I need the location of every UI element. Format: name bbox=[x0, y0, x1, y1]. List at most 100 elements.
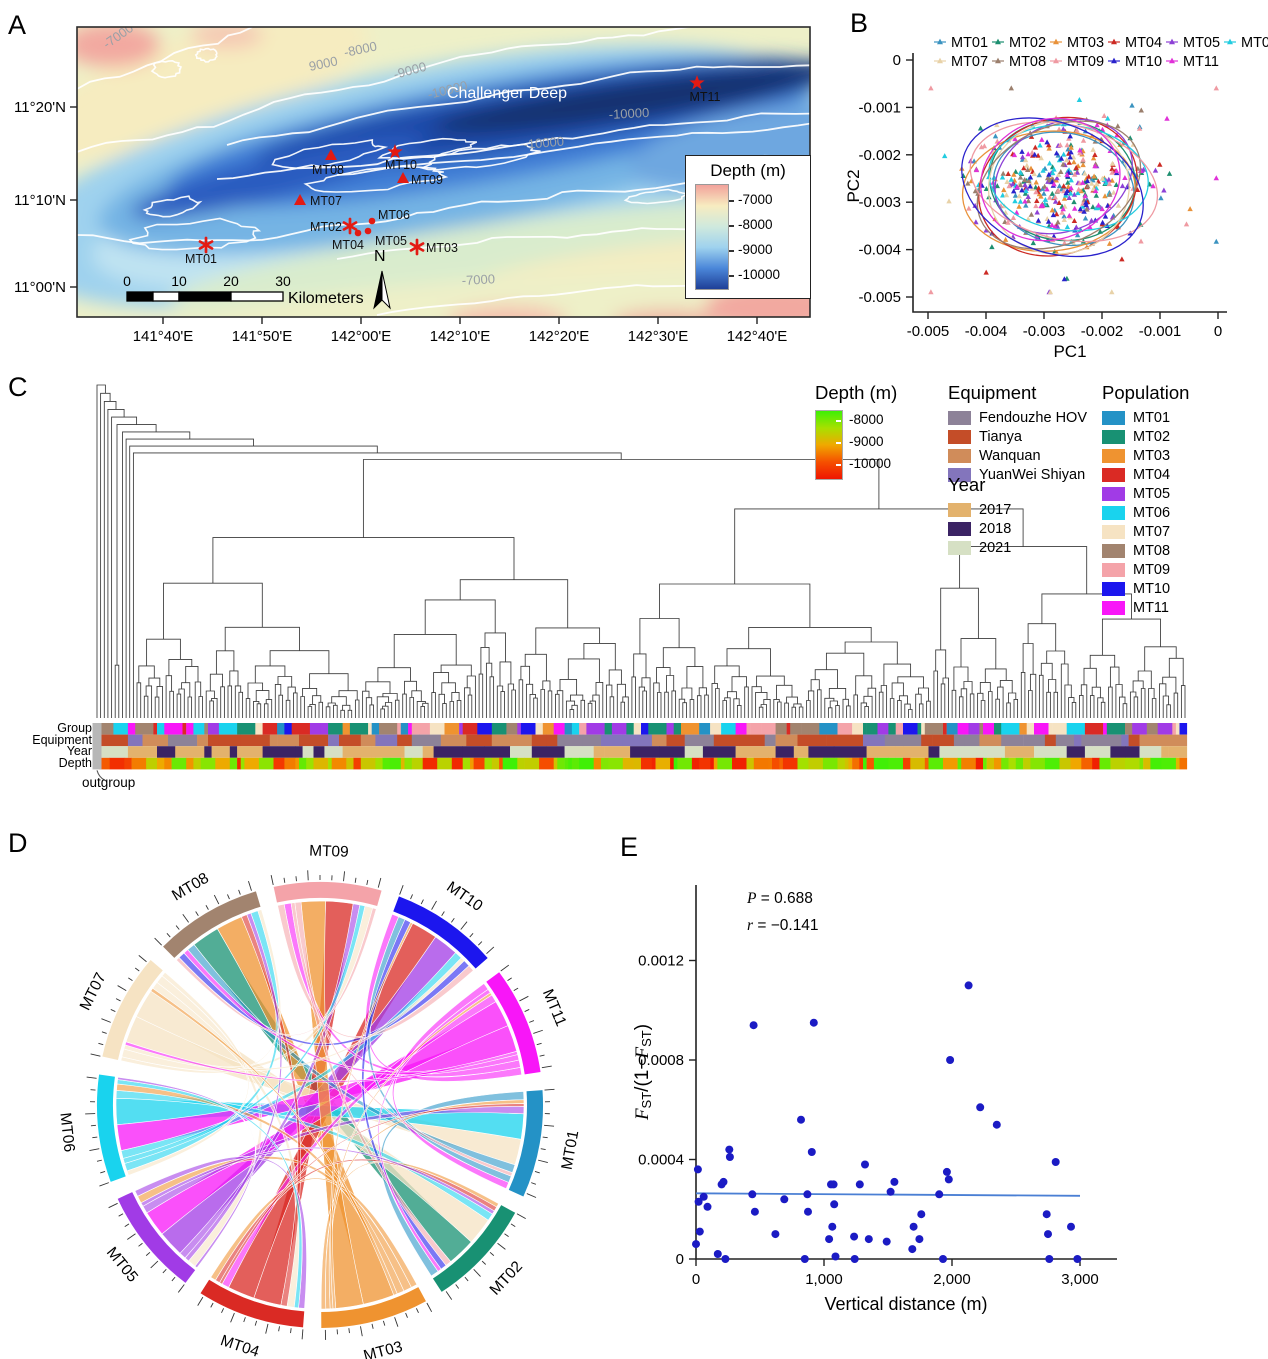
map-scale-tick: 0 bbox=[123, 273, 131, 289]
dendro-row-label-group: Group bbox=[57, 721, 92, 735]
chord-sector-label: MT11 bbox=[539, 987, 569, 1029]
dendro-depth-legend-title: Depth (m) bbox=[815, 382, 898, 403]
pca-y-tick-label: -0.002 bbox=[858, 147, 901, 164]
dendro-row-label-year: Year bbox=[66, 744, 92, 758]
legend-item: MT09 bbox=[1102, 562, 1189, 578]
fst-x-tick-label: 2,000 bbox=[933, 1271, 971, 1288]
map-depth-tick bbox=[729, 275, 734, 277]
site-label: MT05 bbox=[375, 234, 407, 248]
chord-sector-label: MT05 bbox=[103, 1244, 141, 1286]
year-legend: Year 2017 2018 2021 bbox=[948, 474, 1011, 559]
legend-label: MT11 bbox=[1133, 600, 1169, 616]
legend-swatch bbox=[1102, 544, 1125, 558]
site-marker-dot bbox=[368, 217, 376, 225]
legend-item: 2017 bbox=[948, 502, 1011, 518]
legend-swatch bbox=[948, 541, 971, 555]
map-depth-tick bbox=[729, 200, 734, 202]
panel-label-b: B bbox=[850, 8, 869, 38]
panel-label-d: D bbox=[8, 828, 28, 858]
fst-axes bbox=[695, 885, 1117, 1260]
fst-y-tick-label: 0.0012 bbox=[638, 953, 684, 970]
legend-swatch bbox=[1102, 582, 1125, 596]
fst-p-value: = 0.688 bbox=[756, 890, 813, 907]
map-contour-label: 9000 bbox=[308, 53, 339, 74]
panel-label-c: C bbox=[8, 372, 28, 402]
legend-swatch bbox=[948, 430, 971, 444]
site-marker-dot bbox=[354, 229, 362, 237]
map-x-tick-label: 142°40'E bbox=[727, 328, 788, 345]
legend-swatch bbox=[948, 411, 971, 425]
legend-label: MT03 bbox=[1133, 448, 1171, 464]
map-scale-tick: 20 bbox=[223, 273, 239, 289]
legend-item: MT10 bbox=[1102, 581, 1189, 597]
legend-label: Fendouzhe HOV bbox=[979, 410, 1088, 426]
site-marker-asterisk bbox=[409, 238, 425, 256]
site-label: MT01 bbox=[185, 252, 217, 266]
dendro-outgroup-label: outgroup bbox=[82, 775, 136, 790]
site-label: MT10 bbox=[385, 158, 417, 172]
chord-sector-label: MT02 bbox=[487, 1258, 526, 1299]
legend-label: MT04 bbox=[1133, 467, 1171, 483]
year-legend-title: Year bbox=[948, 474, 986, 495]
legend-label: Tianya bbox=[979, 429, 1022, 445]
site-label: MT03 bbox=[426, 241, 458, 255]
map-scale-tick: 30 bbox=[275, 273, 291, 289]
pca-y-tick-label: -0.003 bbox=[858, 194, 901, 211]
map-contour-label: -7000 bbox=[461, 271, 495, 288]
chord-sector-label: MT10 bbox=[443, 878, 486, 915]
pca-legend-label: MT06 bbox=[1241, 35, 1268, 51]
chord-sector-label: MT06 bbox=[56, 1112, 77, 1153]
fst-p-var: P bbox=[747, 890, 757, 907]
site-label: MT07 bbox=[310, 194, 342, 208]
legend-label: MT06 bbox=[1133, 505, 1171, 521]
legend-label: Wanquan bbox=[979, 448, 1041, 464]
map-depth-tick-label: -9000 bbox=[738, 242, 773, 257]
site-marker-asterisk bbox=[342, 217, 358, 235]
pca-points bbox=[928, 85, 1219, 295]
map-y-tick-label: 11°10'N bbox=[14, 192, 66, 209]
legend-swatch bbox=[1102, 563, 1125, 577]
pca-ellipses bbox=[961, 116, 1159, 258]
legend-swatch bbox=[948, 449, 971, 463]
dendrogram-tree bbox=[96, 384, 1186, 718]
legend-label: MT02 bbox=[1133, 429, 1171, 445]
site-marker-asterisk bbox=[198, 236, 214, 254]
map-x-tick-label: 142°30'E bbox=[628, 328, 689, 345]
map-scale-tick: 10 bbox=[171, 273, 187, 289]
fst-x-axis-label: Vertical distance (m) bbox=[824, 1294, 987, 1314]
pca-legend-label: MT01 bbox=[951, 35, 988, 51]
pca-y-tick-label: -0.005 bbox=[858, 289, 901, 306]
site-marker-triangle bbox=[397, 172, 409, 183]
pca-y-tick-label: 0 bbox=[893, 52, 901, 69]
dendrogram-outgroup-block bbox=[92, 723, 102, 770]
map-region-label: Challenger Deep bbox=[446, 85, 568, 102]
site-marker-star bbox=[689, 75, 705, 90]
fst-r-var: r bbox=[747, 917, 754, 934]
legend-item: MT01 bbox=[1102, 410, 1189, 426]
legend-item: Wanquan bbox=[948, 448, 1087, 464]
legend-swatch bbox=[948, 522, 971, 536]
legend-item: MT05 bbox=[1102, 486, 1189, 502]
pca-x-tick-label: -0.003 bbox=[1023, 323, 1066, 340]
fst-y-tick-label: 0.0008 bbox=[638, 1052, 684, 1069]
map-north-label: N bbox=[374, 248, 386, 265]
pca-y-axis-label: PC2 bbox=[844, 169, 863, 202]
pca-y-tick-label: -0.001 bbox=[858, 99, 901, 116]
map-depth-tick bbox=[729, 225, 734, 227]
legend-swatch bbox=[1102, 430, 1125, 444]
map-contour-label: -8000 bbox=[343, 38, 379, 60]
map-scale-bar: 0 10 20 30 bbox=[123, 273, 291, 302]
legend-swatch bbox=[1102, 506, 1125, 520]
dendrogram-panel bbox=[92, 384, 1188, 781]
legend-item: 2021 bbox=[948, 540, 1011, 556]
fst-y-axis-label: FST/(1−FST) bbox=[632, 1024, 654, 1121]
chord-panel: MT09 MT10 MT11 MT01 MT02 MT03 MT04 MT05 MT06 MT07… bbox=[56, 842, 582, 1359]
legend-label: 2018 bbox=[979, 521, 1012, 537]
fst-y-tick-label: 0 bbox=[676, 1251, 684, 1268]
dendrogram-annotation-bars bbox=[98, 723, 1188, 770]
dendro-depth-tick-label: -8000 bbox=[849, 412, 884, 427]
north-arrow-icon bbox=[373, 270, 391, 310]
legend-swatch bbox=[948, 468, 971, 482]
pca-legend-label: MT07 bbox=[951, 54, 988, 70]
